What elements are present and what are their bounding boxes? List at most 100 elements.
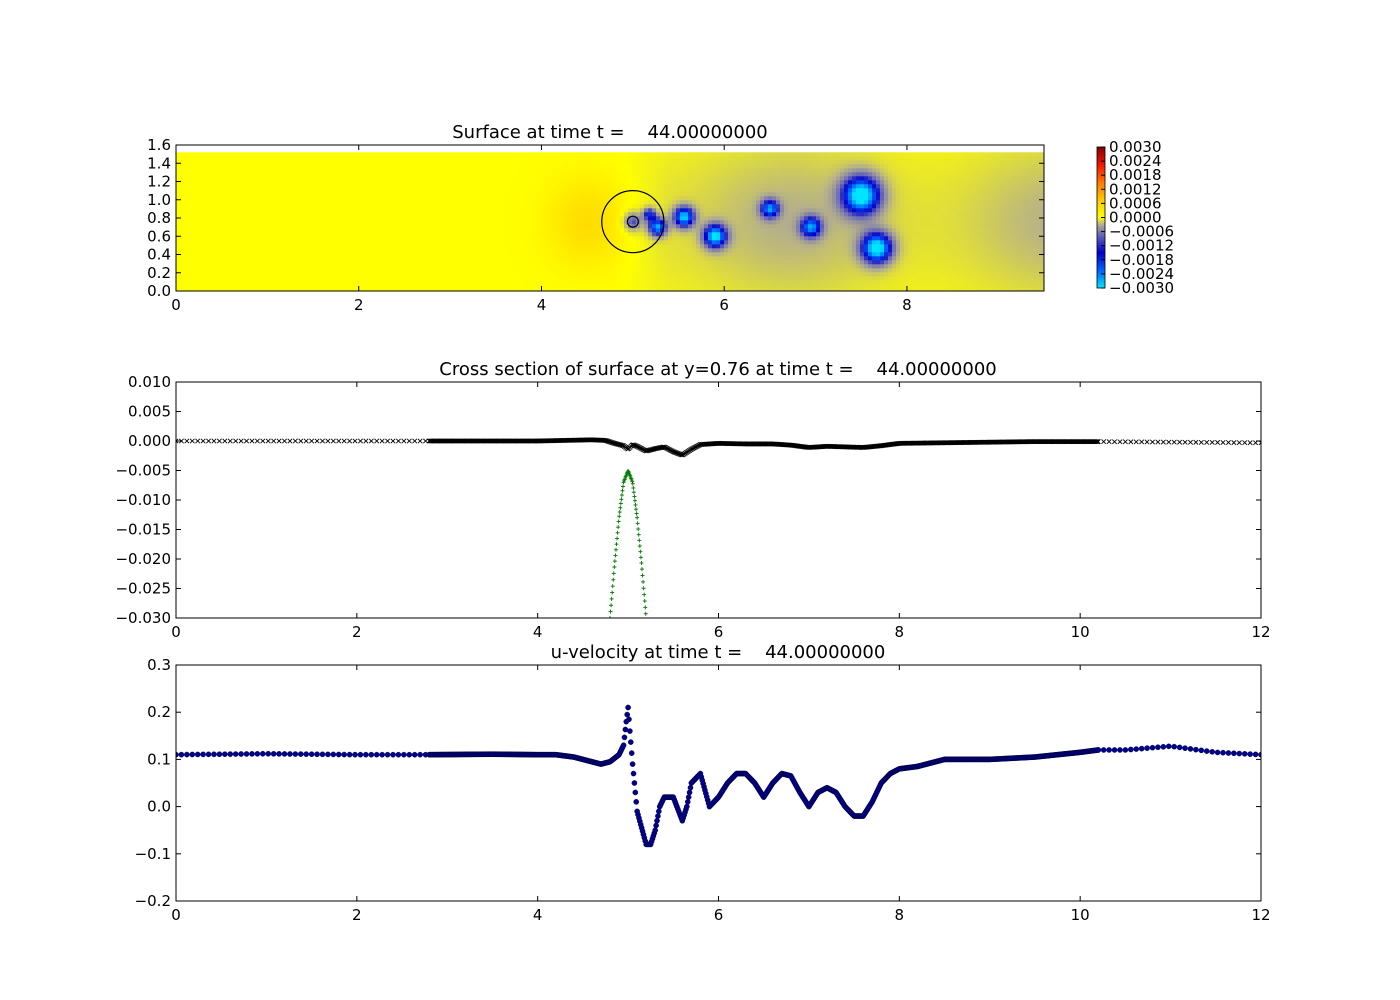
- heatmap-cell: [232, 232, 237, 237]
- heatmap-cell: [404, 236, 409, 241]
- heatmap-cell: [572, 268, 577, 273]
- heatmap-cell: [532, 220, 537, 225]
- heatmap-cell: [304, 176, 309, 181]
- heatmap-cell: [324, 244, 329, 249]
- heatmap-cell: [636, 168, 641, 173]
- heatmap-cell: [404, 212, 409, 217]
- heatmap-cell: [724, 216, 729, 221]
- heatmap-cell: [276, 280, 281, 285]
- heatmap-cell: [376, 156, 381, 161]
- heatmap-cell: [624, 272, 629, 277]
- heatmap-cell: [516, 244, 521, 249]
- heatmap-cell: [292, 236, 297, 241]
- heatmap-cell: [300, 208, 305, 213]
- heatmap-cell: [688, 260, 693, 265]
- heatmap-cell: [672, 264, 677, 269]
- heatmap-cell: [316, 264, 321, 269]
- heatmap-cell: [336, 200, 341, 205]
- heatmap-cell: [336, 216, 341, 221]
- heatmap-cell: [472, 168, 477, 173]
- heatmap-cell: [680, 176, 685, 181]
- heatmap-cell: [200, 280, 205, 285]
- heatmap-cell: [444, 184, 449, 189]
- heatmap-cell: [528, 164, 533, 169]
- heatmap-cell: [428, 236, 433, 241]
- heatmap-cell: [404, 284, 409, 289]
- heatmap-cell: [524, 276, 529, 281]
- heatmap-cell: [456, 232, 461, 237]
- heatmap-cell: [216, 288, 221, 291]
- heatmap-cell: [212, 196, 217, 201]
- heatmap-cell: [632, 184, 637, 189]
- heatmap-cell: [316, 212, 321, 217]
- heatmap-cell: [636, 252, 641, 257]
- heatmap-cell: [540, 212, 545, 217]
- heatmap-cell: [608, 216, 613, 221]
- heatmap-cell: [420, 164, 425, 169]
- heatmap-cell: [200, 272, 205, 277]
- heatmap-cell: [232, 172, 237, 177]
- heatmap-cell: [208, 276, 213, 281]
- heatmap-cell: [484, 236, 489, 241]
- heatmap-cell: [284, 260, 289, 265]
- heatmap-cell: [188, 236, 193, 241]
- heatmap-cell: [668, 180, 673, 185]
- heatmap-cell: [644, 184, 649, 189]
- heatmap-cell: [212, 256, 217, 261]
- heatmap-cell: [428, 252, 433, 257]
- heatmap-cell: [216, 280, 221, 285]
- heatmap-cell: [584, 240, 589, 245]
- heatmap-cell: [388, 264, 393, 269]
- heatmap-cell: [368, 244, 373, 249]
- heatmap-cell: [312, 208, 317, 213]
- heatmap-cell: [368, 208, 373, 213]
- heatmap-cell: [420, 184, 425, 189]
- heatmap-cell: [316, 236, 321, 241]
- heatmap-cell: [300, 236, 305, 241]
- heatmap-cell: [604, 204, 609, 209]
- heatmap-cell: [180, 200, 185, 205]
- heatmap-cell: [652, 216, 657, 221]
- heatmap-cell: [304, 164, 309, 169]
- heatmap-cell: [676, 196, 681, 201]
- heatmap-cell: [520, 216, 525, 221]
- heatmap-cell: [284, 280, 289, 285]
- heatmap-cell: [176, 168, 181, 173]
- heatmap-cell: [340, 252, 345, 257]
- heatmap-cell: [676, 232, 681, 237]
- heatmap-cell: [696, 244, 701, 249]
- heatmap-cell: [672, 152, 677, 157]
- heatmap-cell: [700, 212, 705, 217]
- heatmap-cell: [464, 224, 469, 229]
- heatmap-cell: [252, 220, 257, 225]
- heatmap-cell: [584, 172, 589, 177]
- heatmap-cell: [676, 224, 681, 229]
- heatmap-cell: [732, 168, 737, 173]
- heatmap-cell: [596, 284, 601, 289]
- heatmap-cell: [524, 236, 529, 241]
- heatmap-cell: [368, 268, 373, 273]
- heatmap-cell: [492, 188, 497, 193]
- heatmap-cell: [240, 248, 245, 253]
- heatmap-cell: [280, 208, 285, 213]
- heatmap-cell: [304, 216, 309, 221]
- heatmap-cell: [444, 256, 449, 261]
- heatmap-cell: [608, 212, 613, 217]
- heatmap-cell: [700, 192, 705, 197]
- heatmap-cell: [340, 168, 345, 173]
- heatmap-cell: [516, 240, 521, 245]
- heatmap-cell: [228, 152, 233, 157]
- heatmap-cell: [184, 256, 189, 261]
- heatmap-cell: [268, 208, 273, 213]
- heatmap-cell: [636, 216, 641, 221]
- heatmap-cell: [656, 288, 661, 291]
- heatmap-cell: [448, 240, 453, 245]
- heatmap-cell: [668, 172, 673, 177]
- heatmap-cell: [540, 224, 545, 229]
- heatmap-cell: [408, 200, 413, 205]
- heatmap-cell: [448, 172, 453, 177]
- heatmap-cell: [532, 196, 537, 201]
- heatmap-cell: [236, 196, 241, 201]
- heatmap-cell: [432, 220, 437, 225]
- heatmap-cell: [464, 260, 469, 265]
